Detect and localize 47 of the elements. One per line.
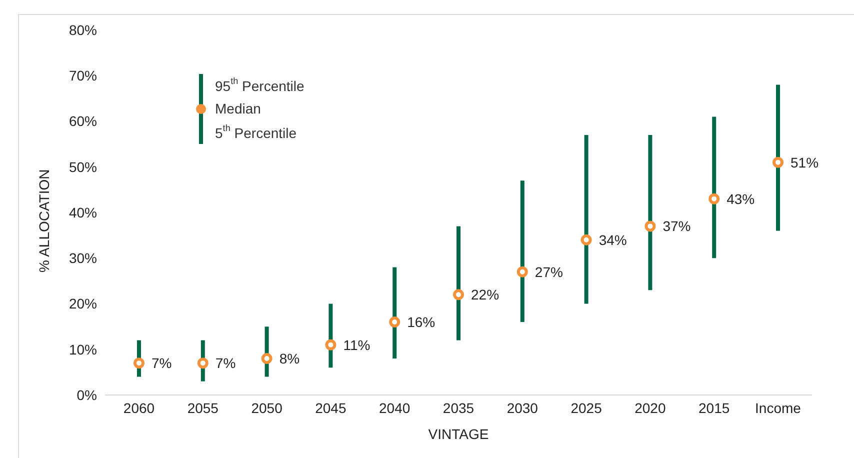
data-label: 27% [534,264,563,280]
legend-label: Median [215,100,261,117]
annotation: 95$^{th}$ Percentile [215,76,305,94]
point [197,358,208,369]
data-label: 43% [726,190,755,207]
data-label: 8% [279,350,300,366]
data-label: 37% [662,218,691,234]
x-tick-label: 2015 [698,400,730,416]
x-tick-label: 2025 [570,400,602,416]
x-tick-label: 2035 [442,400,474,416]
y-tick-label: 70% [68,68,97,84]
point [261,353,272,364]
y-tick-label: 40% [68,204,97,220]
x-tick-label: 2060 [123,400,155,416]
data-label: 7% [215,355,236,372]
x-tick-label: 2020 [634,400,666,416]
x-tick-label: 2030 [506,400,538,416]
y-tick-label: 30% [68,250,97,266]
y-tick-label: 20% [68,296,97,312]
y-tick-label: 80% [68,22,97,38]
data-label: 22% [471,286,500,303]
y-tick-label: 60% [68,113,97,130]
x-tick-label: 2045 [315,400,346,416]
point [644,220,656,232]
x-tick-label: 2050 [251,400,283,416]
point [389,316,400,328]
data-label: 11% [343,336,370,353]
y-tick-label: 50% [68,158,97,175]
x-axis-title: VINTAGE [428,426,489,442]
x-tick-label: 2040 [379,400,410,416]
data-label: 16% [407,314,436,330]
x-tick-label: 2055 [187,400,219,416]
point [134,358,144,369]
y-tick-label: 0% [76,386,97,403]
point [772,156,784,168]
point [580,234,592,246]
x-tick-label: Income [755,400,802,416]
annotation: 5$^{th}$ Percentile [215,123,297,141]
data-label: 34% [598,232,627,248]
y-tick-label: 10% [68,341,97,358]
data-label: 51% [790,154,819,170]
y-axis-title: % ALLOCATION [36,169,52,272]
point [453,289,464,300]
point [516,266,528,278]
point [325,339,336,350]
data-label: 7% [152,355,172,372]
point [708,193,720,204]
